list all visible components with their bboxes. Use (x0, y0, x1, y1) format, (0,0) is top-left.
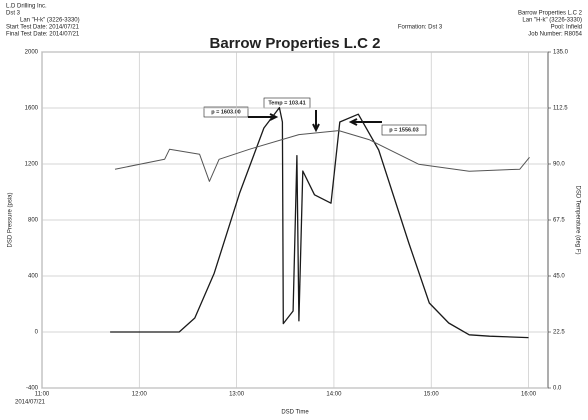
x-date-label: 2014/07/21 (15, 400, 46, 406)
y2-tick-label: 22.5 (553, 330, 565, 336)
y2-tick-label: 112.5 (553, 106, 568, 112)
y2-tick-label: 0.0 (553, 386, 562, 392)
x-axis-label: DSD Time (281, 410, 309, 416)
arrow (348, 118, 382, 126)
header-right: Job Number: R8054 (528, 32, 582, 38)
header-left: Dst 3 (6, 11, 21, 17)
y2-tick-label: 135.0 (553, 50, 569, 56)
header-right: Barrow Properties L.C 2 (518, 11, 583, 17)
annotation-box (203, 106, 249, 118)
annotation: p = 1556.03 (389, 127, 419, 133)
x-tick-label: 13:00 (229, 392, 245, 398)
y-tick-label: -400 (26, 386, 39, 392)
header-left: Start Test Date: 2014/07/21 (6, 25, 80, 31)
header-left: L.D Drilling Inc. (6, 4, 47, 10)
arrow (312, 110, 320, 133)
x-tick-label: 12:00 (132, 392, 148, 398)
y2-tick-label: 67.5 (553, 218, 565, 224)
annotation: Temp = 103.41 (268, 100, 305, 106)
y2-axis-label: DSD Temperature (deg F) (574, 186, 580, 255)
x-tick-label: 16:00 (521, 392, 537, 398)
series-line (114, 130, 530, 182)
header-right: Pool: Infield (551, 25, 582, 31)
y-tick-label: 1600 (25, 106, 39, 112)
y-tick-label: 0 (35, 330, 39, 336)
x-tick-label: 11:00 (35, 392, 50, 398)
y-tick-label: 800 (28, 218, 39, 224)
y2-tick-label: 90.0 (553, 162, 565, 168)
y-tick-label: 1200 (25, 162, 39, 168)
header-right: Lan "H-k" (3226-3330) (522, 18, 582, 24)
x-tick-label: 15:00 (424, 392, 440, 398)
annotation: p = 1603.00 (211, 109, 241, 115)
header-left: Final Test Date: 2014/07/21 (6, 32, 80, 38)
y-axis-label: DSD Pressure (psia) (8, 192, 14, 247)
y-tick-label: 2000 (25, 50, 39, 56)
y-tick-label: 400 (28, 274, 39, 280)
series-line (110, 106, 529, 339)
annotations: p = 1603.00 Temp = 103.41 p = 1556.03 (203, 97, 427, 136)
chart-title: Barrow Properties L.C 2 (210, 35, 381, 52)
header-left: Lan "H-k" (3226-3330) (20, 18, 80, 24)
arrow (248, 113, 279, 121)
header-center: Formation: Dst 3 (398, 25, 443, 31)
y2-tick-label: 45.0 (553, 274, 565, 280)
x-tick-label: 14:00 (326, 392, 342, 398)
annotation-box (381, 124, 427, 136)
